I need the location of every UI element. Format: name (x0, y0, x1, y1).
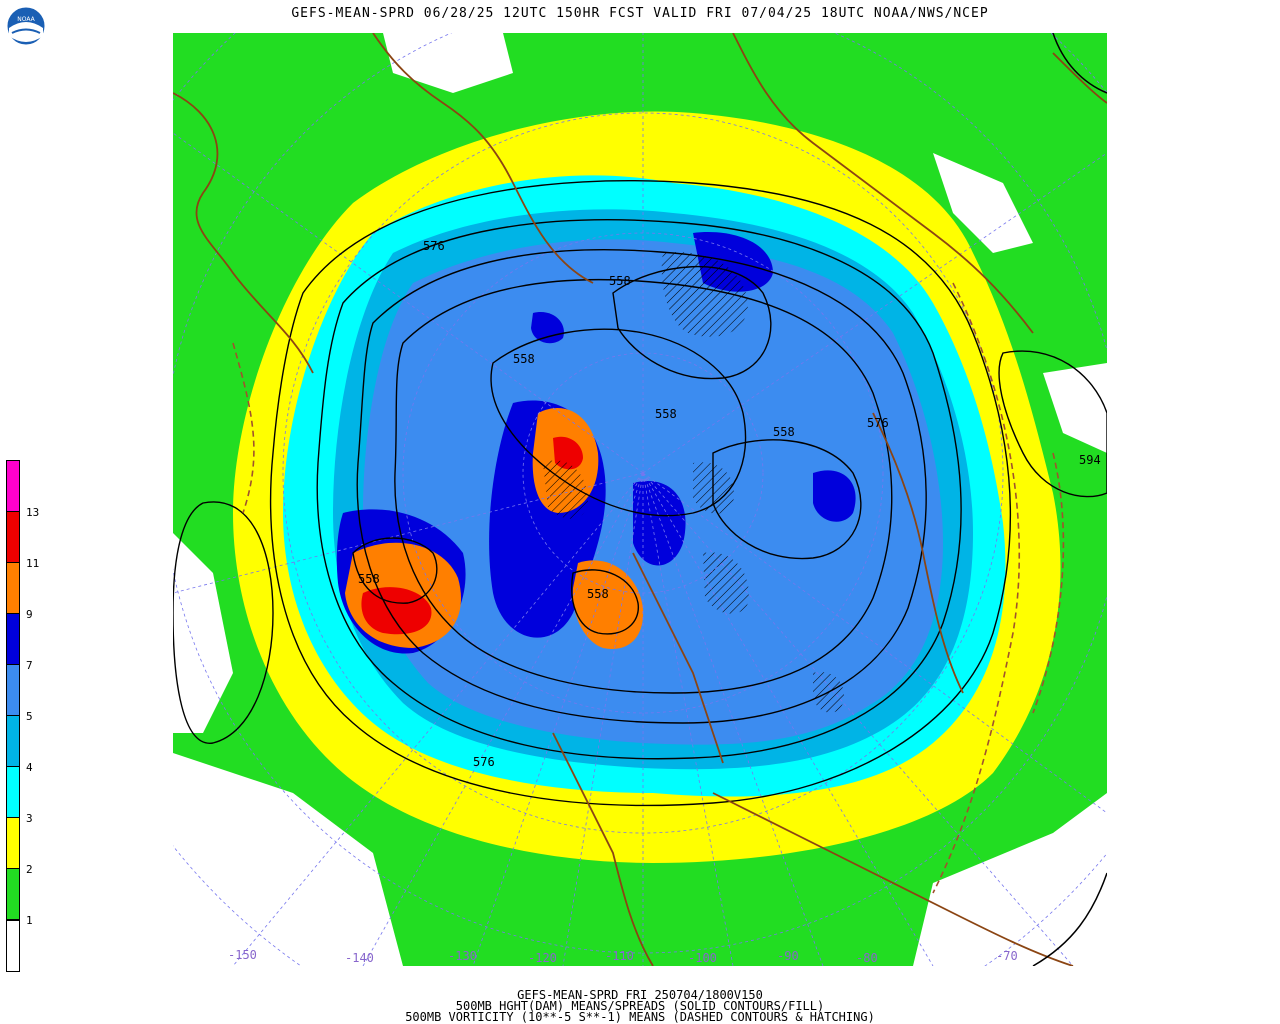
longitude-label: -80 (856, 951, 878, 965)
spread-color-legend: 1 2 3 4 5 7 9 11 13 (6, 460, 39, 972)
legend-swatch (6, 817, 20, 869)
longitude-label: -120 (528, 951, 557, 965)
legend-swatch (6, 460, 20, 512)
longitude-label: -70 (996, 949, 1018, 963)
legend-swatch (6, 562, 20, 614)
footer-line-3: 500MB VORTICITY (10**-5 S**-1) MEANS (DA… (405, 1010, 875, 1024)
svg-text:558: 558 (358, 572, 380, 586)
legend-swatch (6, 715, 20, 767)
footer-line-1: GEFS-MEAN-SPRD FRI 250704/1800V150 (517, 988, 763, 1002)
footer-line-2: 500MB HGHT(DAM) MEANS/SPREADS (SOLID CON… (455, 999, 825, 1013)
longitude-label: -140 (345, 951, 374, 965)
legend-swatch (6, 511, 20, 563)
legend-swatch (6, 613, 20, 665)
legend-label: 13 (26, 506, 40, 519)
svg-text:558: 558 (513, 352, 535, 366)
longitude-label: -100 (688, 951, 717, 965)
svg-text:576: 576 (473, 755, 495, 769)
svg-text:576: 576 (867, 416, 889, 430)
svg-text:558: 558 (773, 425, 795, 439)
svg-text:NOAA: NOAA (17, 16, 35, 23)
longitude-label: -150 (228, 948, 257, 962)
spread-field-layers: 576 558 558 558 558 576 594 558 576 558 (173, 33, 1107, 966)
legend-label: 11 (26, 557, 40, 570)
legend-swatch (6, 664, 20, 716)
longitude-label: -110 (605, 949, 634, 963)
svg-text:576: 576 (423, 239, 445, 253)
svg-text:558: 558 (609, 274, 631, 288)
svg-text:558: 558 (587, 587, 609, 601)
legend-swatch (6, 766, 20, 818)
longitude-label: -90 (777, 949, 799, 963)
legend-label: 2 (26, 863, 33, 876)
legend-label: 7 (26, 659, 33, 672)
svg-text:594: 594 (1079, 453, 1101, 467)
legend-label: 9 (26, 608, 33, 621)
legend-label: 5 (26, 710, 33, 723)
legend-label: 4 (26, 761, 33, 774)
legend-label: 1 (26, 914, 33, 927)
forecast-map: 576 558 558 558 558 576 594 558 576 558 (173, 33, 1107, 966)
longitude-label: -130 (448, 949, 477, 963)
svg-text:558: 558 (655, 407, 677, 421)
noaa-logo-icon: NOAA (6, 6, 46, 46)
map-title: GEFS-MEAN-SPRD 06/28/25 12UTC 150HR FCST… (291, 6, 989, 21)
legend-swatch (6, 868, 20, 920)
legend-label: 3 (26, 812, 33, 825)
legend-swatch (6, 920, 20, 972)
